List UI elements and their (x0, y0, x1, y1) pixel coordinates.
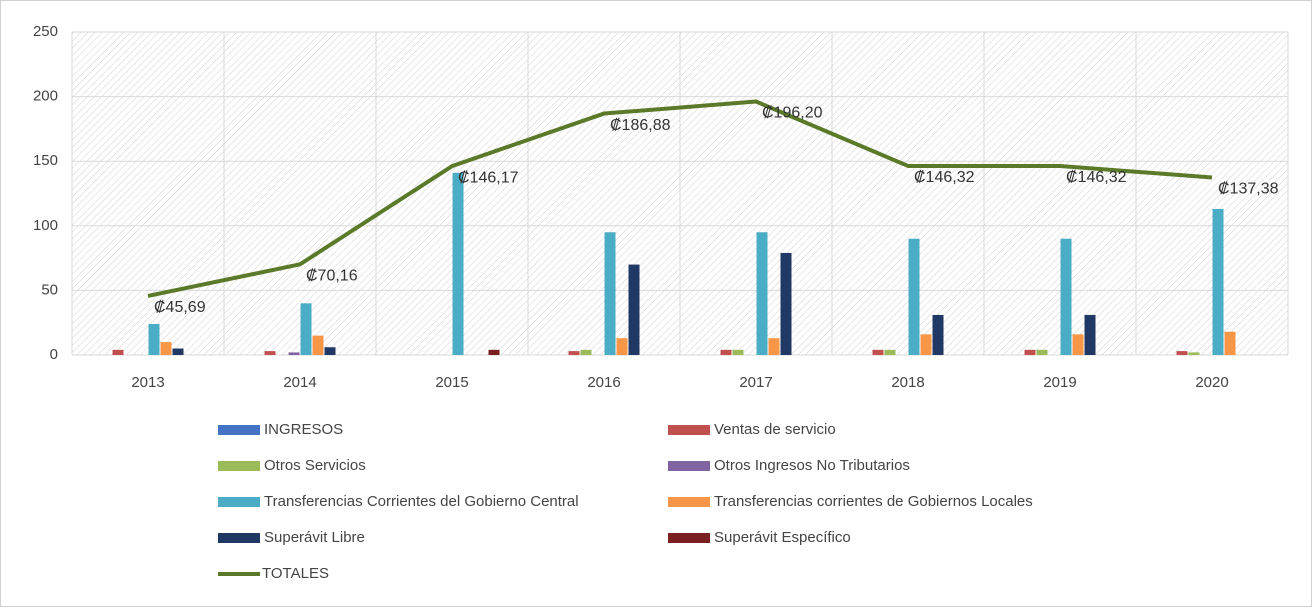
bar (488, 349, 500, 355)
bar (1212, 209, 1224, 355)
bar (1188, 352, 1200, 355)
bar (1084, 314, 1096, 355)
bar (1036, 349, 1048, 355)
y-tick-label: 0 (50, 346, 58, 363)
data-label: ₡45,69 (154, 299, 206, 316)
legend-swatch (218, 425, 260, 435)
legend-swatch (218, 497, 260, 507)
bar (720, 349, 732, 355)
legend-swatch (668, 533, 710, 543)
bar (932, 314, 944, 355)
bar (300, 303, 312, 355)
legend-label: Superávit Específico (714, 529, 851, 546)
y-tick-label: 200 (33, 88, 58, 105)
bar (112, 349, 124, 355)
x-tick-label: 2013 (131, 374, 164, 391)
legend-swatch (668, 425, 710, 435)
bar (1072, 334, 1084, 355)
bar (288, 352, 300, 355)
legend-swatch (218, 461, 260, 471)
bar (616, 338, 628, 355)
bar (580, 349, 592, 355)
line-series (147, 99, 1213, 298)
bar (1060, 238, 1072, 355)
bar (604, 232, 616, 355)
bar (148, 323, 160, 355)
legend-label: Otros Ingresos No Tributarios (714, 457, 910, 474)
bar (324, 347, 336, 355)
data-label: ₡186,88 (610, 117, 671, 134)
x-tick-label: 2015 (435, 374, 468, 391)
x-tick-label: 2018 (891, 374, 924, 391)
bar (884, 349, 896, 355)
y-tick-label: 250 (33, 23, 58, 40)
legend-label: Transferencias Corrientes del Gobierno C… (264, 493, 579, 510)
x-tick-label: 2019 (1043, 374, 1076, 391)
legend-swatch (668, 497, 710, 507)
bar (1224, 331, 1236, 355)
data-label: ₡146,32 (1066, 169, 1127, 186)
legend-label: Transferencias corrientes de Gobiernos L… (714, 493, 1033, 510)
bar (312, 335, 324, 355)
data-label: ₡70,16 (306, 268, 358, 285)
y-tick-label: 50 (41, 281, 58, 298)
y-tick-label: 100 (33, 217, 58, 234)
y-tick-label: 150 (33, 152, 58, 169)
data-label: ₡196,20 (762, 105, 823, 122)
bar (452, 172, 464, 355)
bar (1176, 351, 1188, 355)
x-tick-label: 2020 (1195, 374, 1228, 391)
legend-label: Otros Servicios (264, 457, 366, 474)
bar (732, 349, 744, 355)
bar (628, 264, 640, 355)
bar (160, 342, 172, 355)
bar (264, 351, 276, 355)
data-label: ₡137,38 (1218, 181, 1279, 198)
legend-label: Ventas de servicio (714, 421, 836, 438)
bar (920, 334, 932, 355)
bar (872, 349, 884, 355)
legend-label: TOTALES (262, 565, 329, 582)
legend-label: Superávit Libre (264, 529, 365, 546)
legend-swatch (668, 461, 710, 471)
bar (768, 338, 780, 355)
x-tick-label: 2017 (739, 374, 772, 391)
data-label: ₡146,32 (914, 169, 975, 186)
legend-label: INGRESOS (264, 421, 343, 438)
x-tick-label: 2016 (587, 374, 620, 391)
data-label: ₡146,17 (458, 169, 519, 186)
bar (568, 351, 580, 355)
bar (756, 232, 768, 355)
x-tick-label: 2014 (283, 374, 316, 391)
bar (908, 238, 920, 355)
bar (780, 252, 792, 355)
legend-swatch (218, 533, 260, 543)
bar (172, 348, 184, 355)
bar (1024, 349, 1036, 355)
